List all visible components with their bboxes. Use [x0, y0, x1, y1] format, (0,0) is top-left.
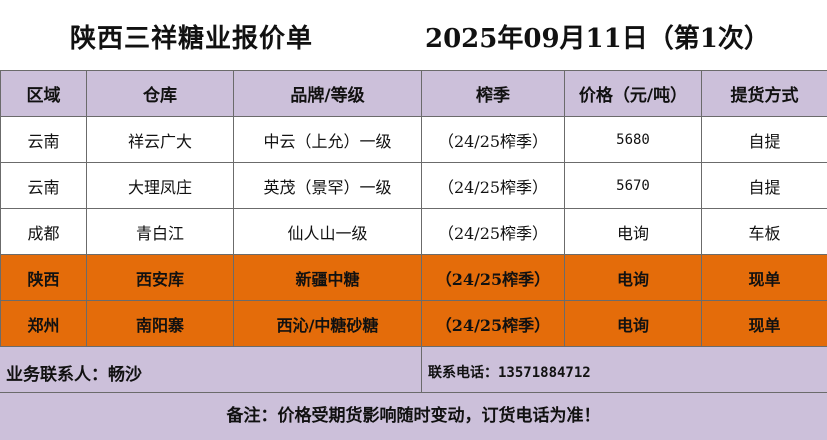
cell-price: 电询	[564, 254, 702, 301]
cell-price: 电询	[564, 300, 702, 347]
cell-brand: 仙人山一级	[233, 208, 422, 255]
cell-brand: 英茂（景罕）一级	[233, 162, 422, 209]
page-title: 陕西三祥糖业报价单	[70, 24, 314, 54]
cell-region: 云南	[0, 162, 87, 209]
cell-pickup: 现单	[701, 254, 827, 301]
column-header-pickup: 提货方式	[701, 70, 827, 117]
table-header-row: 区域 仓库 品牌/等级 榨季 价格（元/吨） 提货方式	[0, 70, 827, 117]
footer-note: 备注：价格受期货影响随时变动，订货电话为准！	[0, 392, 827, 440]
cell-season: （24/25榨季）	[421, 116, 565, 163]
contact-divider	[421, 347, 422, 393]
cell-region: 郑州	[0, 300, 87, 347]
cell-brand: 中云（上允）一级	[233, 116, 422, 163]
title-bar: 陕西三祥糖业报价单 2025年09月11日（第1次）	[0, 0, 827, 70]
column-header-region: 区域	[0, 70, 87, 117]
cell-warehouse: 南阳寨	[86, 300, 234, 347]
cell-warehouse: 祥云广大	[86, 116, 234, 163]
cell-season: （24/25榨季）	[421, 300, 565, 347]
cell-region: 云南	[0, 116, 87, 163]
contact-row: 业务联系人：畅沙 联系电话：13571884712	[0, 346, 827, 393]
cell-brand: 新疆中糖	[233, 254, 422, 301]
table-row: 云南 大理凤庄 英茂（景罕）一级 （24/25榨季） 5670 自提	[0, 162, 827, 209]
column-header-season: 榨季	[421, 70, 565, 117]
cell-price: 5680	[564, 116, 702, 163]
contact-person: 业务联系人：畅沙	[6, 365, 142, 385]
table-row-highlighted: 陕西 西安库 新疆中糖 （24/25榨季） 电询 现单	[0, 254, 827, 301]
table-row: 成都 青白江 仙人山一级 （24/25榨季） 电询 车板	[0, 208, 827, 255]
cell-warehouse: 青白江	[86, 208, 234, 255]
table-row: 云南 祥云广大 中云（上允）一级 （24/25榨季） 5680 自提	[0, 116, 827, 163]
cell-season: （24/25榨季）	[421, 208, 565, 255]
cell-pickup: 车板	[701, 208, 827, 255]
column-header-brand: 品牌/等级	[233, 70, 422, 117]
cell-region: 成都	[0, 208, 87, 255]
cell-pickup: 自提	[701, 116, 827, 163]
cell-warehouse: 西安库	[86, 254, 234, 301]
cell-price: 电询	[564, 208, 702, 255]
cell-warehouse: 大理凤庄	[86, 162, 234, 209]
table-row-highlighted: 郑州 南阳寨 西沁/中糖砂糖 （24/25榨季） 电询 现单	[0, 300, 827, 347]
quote-date: 2025年09月11日（第1次）	[425, 24, 770, 54]
cell-pickup: 现单	[701, 300, 827, 347]
cell-pickup: 自提	[701, 162, 827, 209]
column-header-price: 价格（元/吨）	[564, 70, 702, 117]
contact-phone: 联系电话：13571884712	[428, 365, 591, 381]
cell-brand: 西沁/中糖砂糖	[233, 300, 422, 347]
price-table: 区域 仓库 品牌/等级 榨季 价格（元/吨） 提货方式 云南 祥云广大 中云（上…	[0, 70, 827, 347]
cell-season: （24/25榨季）	[421, 162, 565, 209]
cell-price: 5670	[564, 162, 702, 209]
cell-season: （24/25榨季）	[421, 254, 565, 301]
cell-region: 陕西	[0, 254, 87, 301]
column-header-warehouse: 仓库	[86, 70, 234, 117]
